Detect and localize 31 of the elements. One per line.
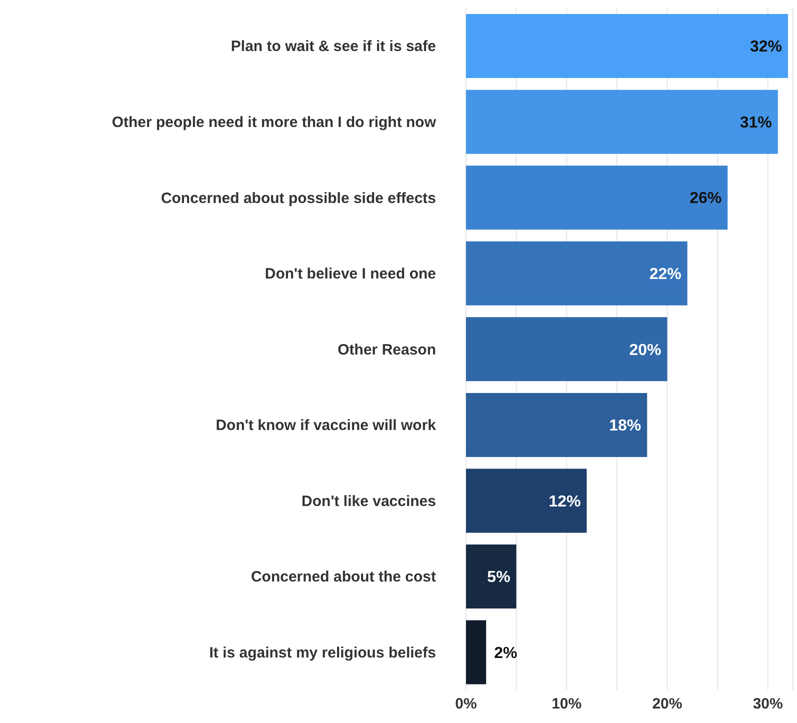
- data-label: 18%: [609, 418, 642, 435]
- y-tick-label: Other people need it more than I do right now: [112, 114, 436, 131]
- y-tick-label: Concerned about the cost: [250, 568, 436, 586]
- bar: [466, 90, 778, 154]
- y-tick-label: Concerned about possible side effects: [160, 190, 436, 207]
- bar: [466, 468, 587, 533]
- bar: [466, 392, 648, 457]
- data-label: 31%: [740, 114, 772, 132]
- x-tick-label: 20%: [652, 696, 682, 713]
- data-label: 32%: [750, 38, 782, 56]
- y-tick-label: Don't believe I need one: [264, 266, 436, 283]
- bar: [466, 14, 788, 78]
- x-tick-label: 0%: [455, 696, 477, 713]
- data-label: 20%: [629, 342, 662, 359]
- x-tick-label: 30%: [752, 696, 783, 713]
- bar: [466, 241, 688, 306]
- bar: [466, 317, 668, 382]
- bar: [466, 620, 486, 684]
- bar: [466, 544, 516, 609]
- data-label: 12%: [548, 493, 581, 510]
- y-tick-label: It is against my religious beliefs: [209, 644, 436, 662]
- data-label: 2%: [494, 644, 518, 662]
- y-tick-label: Plan to wait & see if it is safe: [230, 38, 436, 56]
- y-tick-label: Don't like vaccines: [302, 492, 436, 510]
- x-tick-label: 10%: [552, 696, 582, 713]
- y-tick-label: Other Reason: [338, 341, 436, 358]
- bar: [466, 166, 728, 230]
- data-label: 22%: [649, 266, 682, 283]
- data-label: 5%: [487, 569, 510, 586]
- data-label: 26%: [690, 190, 722, 208]
- y-tick-label: Don't know if vaccine will work: [216, 417, 437, 434]
